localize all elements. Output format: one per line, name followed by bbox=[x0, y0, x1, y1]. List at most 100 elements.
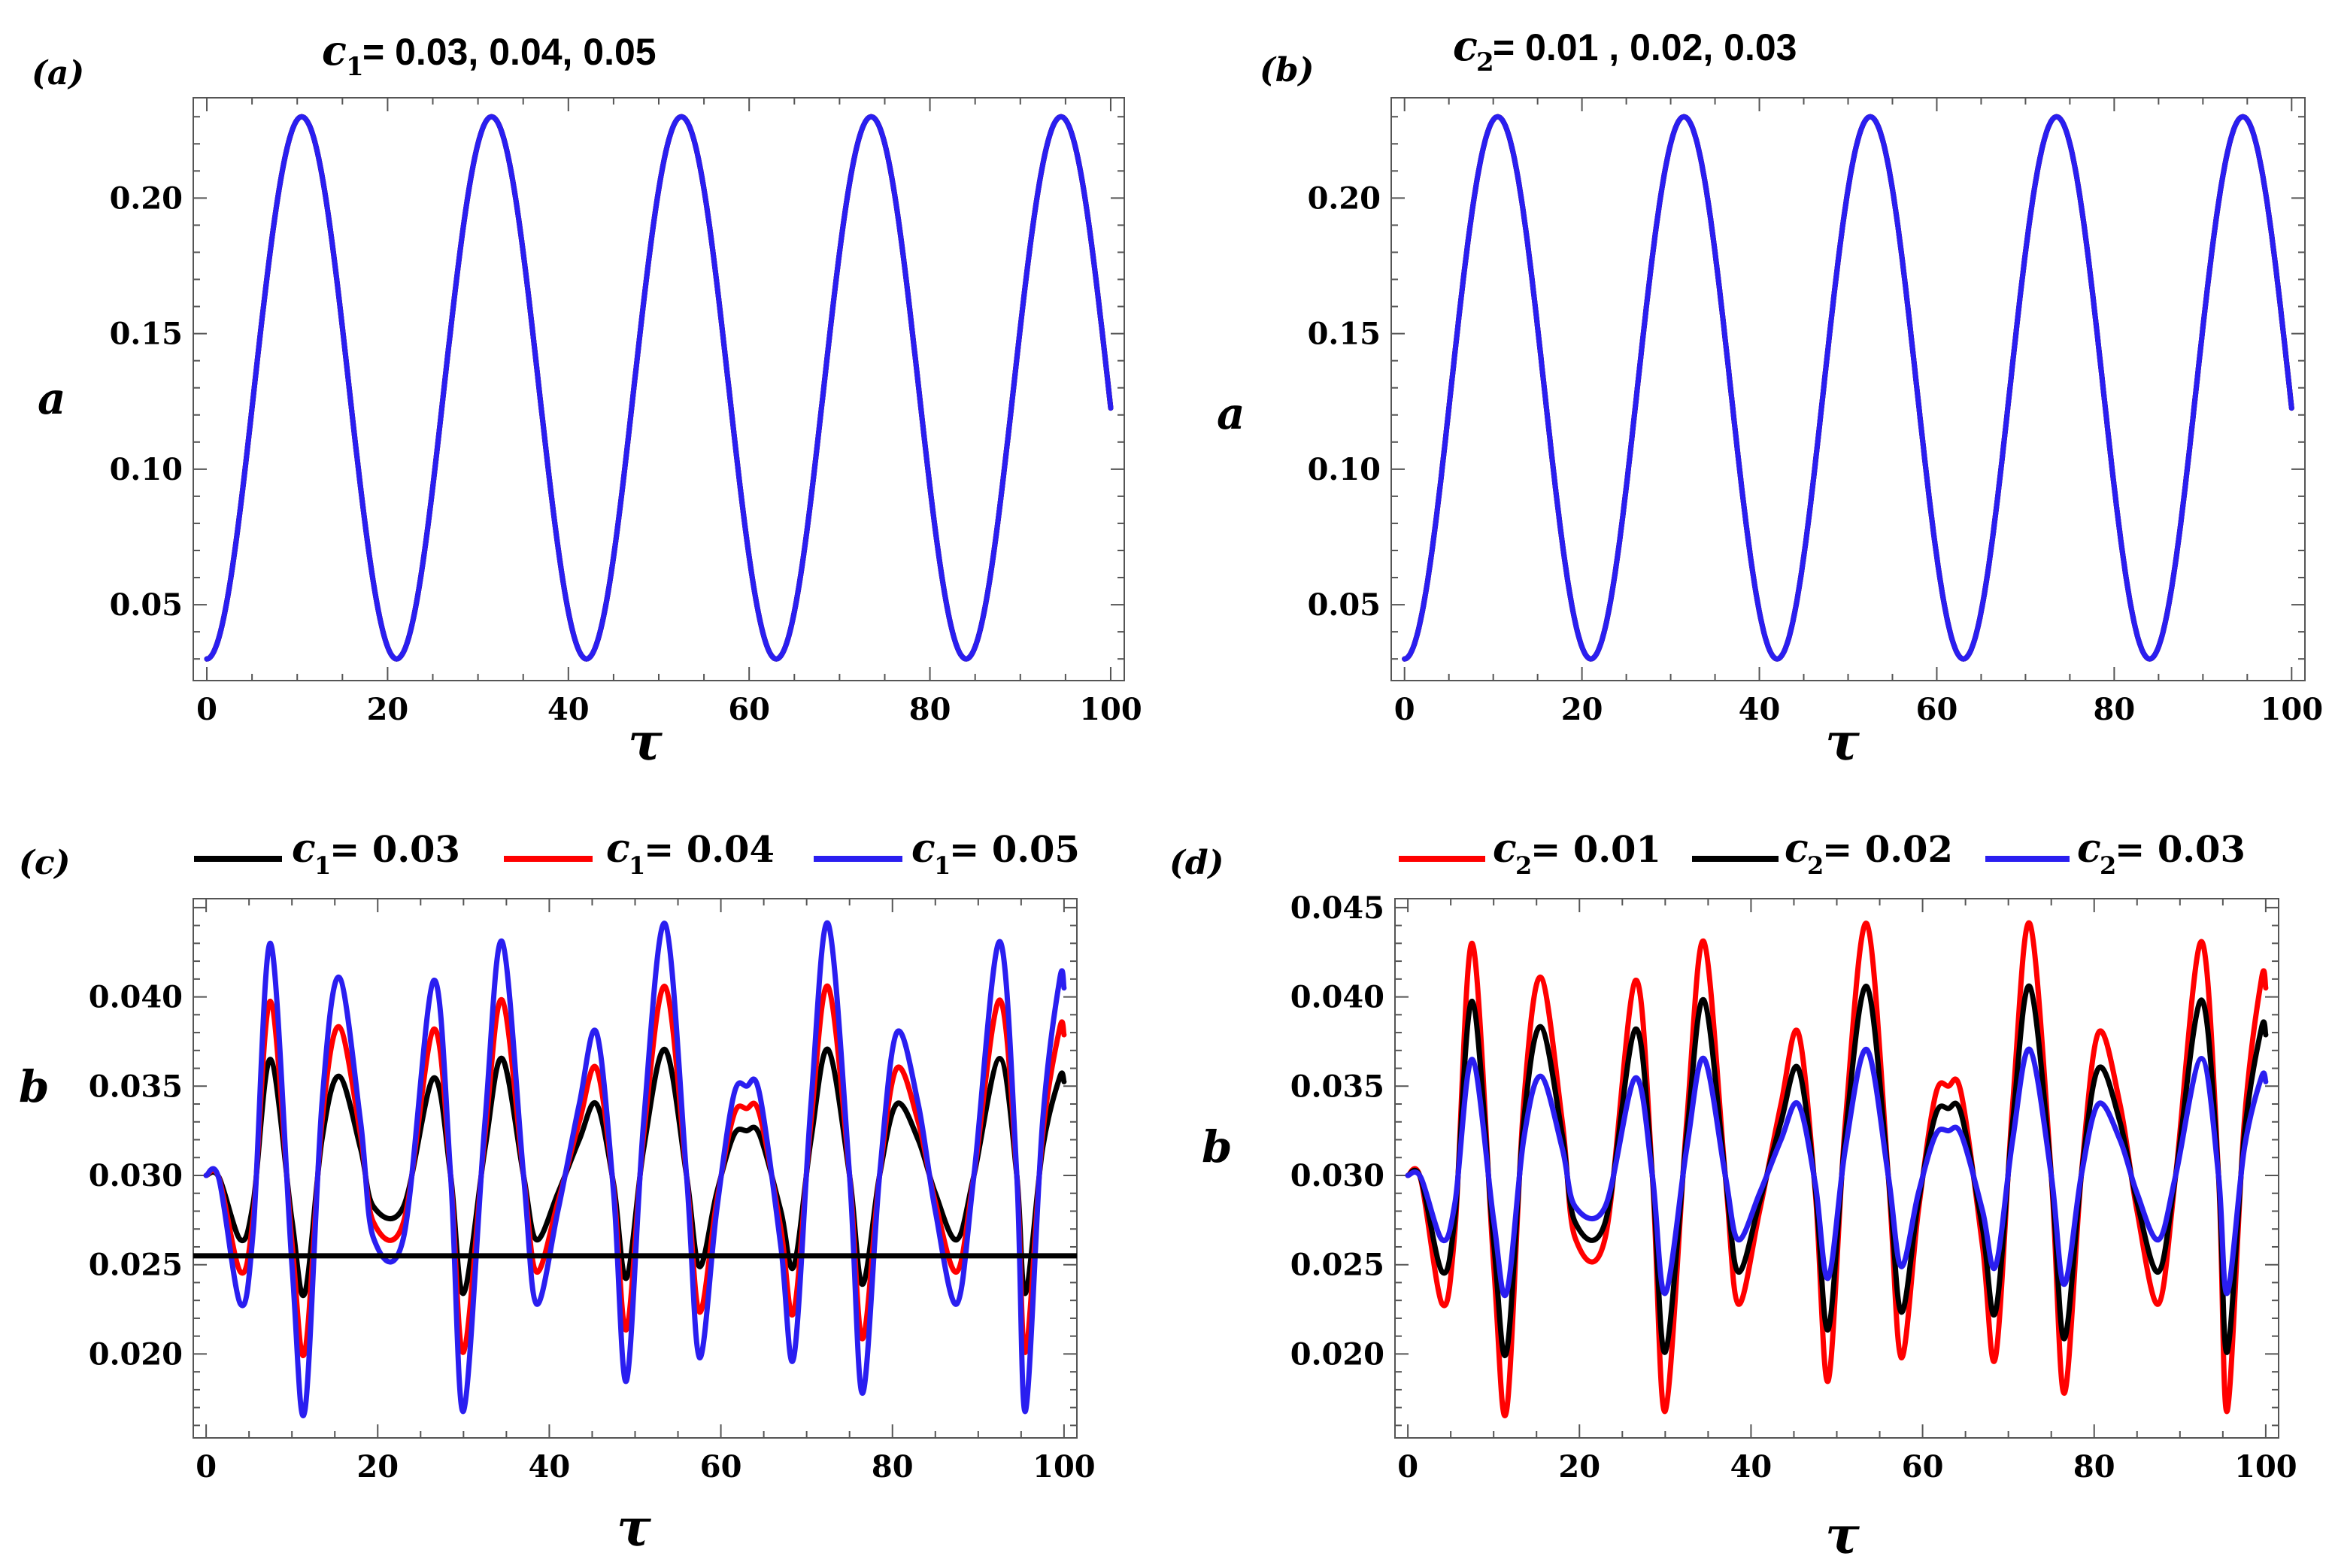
panel-b-plot: 0 20 40 60 80 100 0.05 0.10 0.15 0.20 a τ bbox=[1217, 97, 2324, 772]
panel-d-xtick-label: 60 bbox=[1902, 1449, 1944, 1485]
panel-c-ylabel: b bbox=[19, 1061, 50, 1112]
panel-b-ytick-label: 0.10 bbox=[1308, 452, 1381, 487]
panel-c-legend-label-2: = 0.04 bbox=[644, 829, 775, 871]
panel-d-frame bbox=[1394, 898, 2279, 1439]
panel-d-legend-label-2: = 0.02 bbox=[1822, 829, 1953, 871]
panel-a-ytick-label: 0.15 bbox=[110, 317, 183, 352]
panel-c-legend-var-1: c bbox=[292, 826, 316, 872]
panel-b-ytick-label: 0.15 bbox=[1308, 317, 1381, 352]
panel-d-ylabel: b bbox=[1202, 1121, 1233, 1172]
panel-c-xtick-label: 20 bbox=[356, 1449, 399, 1485]
panel-d-legend-var-1: c bbox=[1493, 826, 1517, 872]
panel-d-legend-sub-2: 2 bbox=[1807, 851, 1824, 880]
panel-b-xtick-label: 100 bbox=[2261, 692, 2324, 727]
panel-c-xlabel: τ bbox=[617, 1498, 651, 1558]
panel-c-ytick-label: 0.020 bbox=[89, 1336, 183, 1372]
panel-c-plot: 0 20 40 60 80 100 0.020 0.025 0.030 0.035 0.040 b τ bbox=[19, 898, 1096, 1558]
panel-b-tag: (b) bbox=[1260, 51, 1314, 89]
panel-a-xtick-label: 60 bbox=[728, 692, 770, 727]
panel-d-xtick-label: 0 bbox=[1397, 1449, 1418, 1485]
panel-b-ytick-label: 0.20 bbox=[1308, 180, 1381, 216]
panel-b-ytick-label: 0.05 bbox=[1308, 587, 1381, 623]
panel-c-legend-label-1: = 0.03 bbox=[329, 829, 460, 871]
panel-d-ytick-label: 0.030 bbox=[1290, 1158, 1384, 1193]
panel-b-title-sub: 2 bbox=[1476, 47, 1494, 77]
panel-d-legend-sub-1: 2 bbox=[1515, 851, 1532, 880]
panel-d-ytick-label: 0.020 bbox=[1290, 1336, 1384, 1372]
panel-c-xtick-label: 100 bbox=[1033, 1449, 1096, 1485]
panel-d-legend-sub-3: 2 bbox=[2100, 851, 2116, 880]
panel-c-ytick-label: 0.030 bbox=[89, 1158, 183, 1193]
panel-d-plot: 0 20 40 60 80 100 0.020 0.025 0.030 0.035 0.040 0.0… bbox=[1202, 890, 2297, 1566]
panel-a-plot: 0 20 40 60 80 100 0.05 0.10 0.15 0.20 a τ bbox=[38, 97, 1142, 772]
panel-d-ytick-label: 0.035 bbox=[1290, 1069, 1384, 1104]
panel-c-legend-var-3: c bbox=[911, 826, 936, 872]
panel-c-legend-item-3: c 1 = 0.05 bbox=[814, 826, 1080, 880]
panel-c-xtick-label: 80 bbox=[872, 1449, 914, 1485]
panel-c-legend-label-3: = 0.05 bbox=[949, 829, 1080, 871]
panel-b-xtick-label: 40 bbox=[1739, 692, 1781, 727]
panel-d-ytick-label: 0.025 bbox=[1290, 1248, 1384, 1283]
panel-a-xtick-label: 80 bbox=[909, 692, 951, 727]
panel-d-ytick-label: 0.040 bbox=[1290, 980, 1384, 1015]
panel-a-title-values: = 0.03, 0.04, 0.05 bbox=[362, 31, 657, 73]
panel-b-title-var: c bbox=[1453, 22, 1478, 70]
panel-d-legend-var-2: c bbox=[1785, 826, 1809, 872]
panel-d-xtick-label: 100 bbox=[2234, 1449, 2297, 1485]
panel-a-title: c 1 = 0.03, 0.04, 0.05 bbox=[322, 26, 657, 82]
panel-a-xtick-label: 20 bbox=[367, 692, 409, 727]
panel-d-legend-label-3: = 0.03 bbox=[2115, 829, 2246, 871]
panel-c-ytick-label: 0.025 bbox=[89, 1248, 183, 1283]
panel-d-legend-label-1: = 0.01 bbox=[1530, 829, 1661, 871]
panel-c-legend-sub-3: 1 bbox=[934, 851, 951, 880]
panel-d-series-line-3 bbox=[1405, 1046, 2269, 1299]
panel-c-legend-var-2: c bbox=[606, 826, 630, 872]
panel-d-legend-item-3: c 2 = 0.03 bbox=[1985, 826, 2246, 880]
panel-a-title-var: c bbox=[322, 26, 347, 74]
panel-c-ytick-label: 0.040 bbox=[89, 980, 183, 1015]
panel-b-title-values: = 0.01 , 0.02, 0.03 bbox=[1493, 26, 1797, 68]
panel-d-legend-var-3: c bbox=[2077, 826, 2101, 872]
panel-a-xlabel: τ bbox=[628, 712, 663, 772]
panel-c-tag: (c) bbox=[19, 844, 70, 882]
panel-d-legend: c 2 = 0.01 c 2 = 0.02 c 2 = 0.03 bbox=[1399, 826, 2246, 880]
panel-d-xtick-label: 40 bbox=[1730, 1449, 1773, 1485]
panel-b-ylabel: a bbox=[1217, 388, 1245, 439]
panel-d-legend-item-1: c 2 = 0.01 bbox=[1399, 826, 1661, 880]
panel-a-ytick-label: 0.05 bbox=[110, 587, 183, 623]
panel-d-tag: (d) bbox=[1169, 844, 1224, 882]
panel-d-xtick-label: 20 bbox=[1558, 1449, 1600, 1485]
panel-d-series-line-1 bbox=[1405, 920, 2269, 1419]
panel-b-series-line-3 bbox=[1402, 114, 2294, 662]
panel-c-frame bbox=[193, 898, 1078, 1439]
panel-a-xtick-label: 40 bbox=[547, 692, 590, 727]
panel-a-xtick-label: 0 bbox=[196, 692, 217, 727]
panel-a-title-sub: 1 bbox=[346, 52, 364, 82]
panel-c-xtick-label: 40 bbox=[529, 1449, 571, 1485]
panel-c-series-line-3 bbox=[203, 920, 1067, 1419]
panel-d-ytick-label: 0.045 bbox=[1290, 890, 1384, 926]
panel-b-xtick-label: 20 bbox=[1561, 692, 1603, 727]
panel-c-legend-item-2: c 1 = 0.04 bbox=[504, 826, 775, 880]
panel-d-legend-item-2: c 2 = 0.02 bbox=[1692, 826, 1953, 880]
panel-c-legend-item-1: c 1 = 0.03 bbox=[194, 826, 460, 880]
panel-b-xlabel: τ bbox=[1825, 712, 1860, 772]
panel-a-ytick-label: 0.10 bbox=[110, 452, 183, 487]
panel-c-legend-sub-1: 1 bbox=[314, 851, 331, 880]
panel-a-xtick-label: 100 bbox=[1079, 692, 1142, 727]
panel-c-ytick-label: 0.035 bbox=[89, 1069, 183, 1104]
panel-c-xtick-label: 0 bbox=[196, 1449, 217, 1485]
panel-b-xtick-label: 60 bbox=[1916, 692, 1958, 727]
panel-d-xtick-label: 80 bbox=[2073, 1449, 2115, 1485]
panel-a-series-line-3 bbox=[204, 114, 1114, 662]
panel-c-xtick-label: 60 bbox=[700, 1449, 742, 1485]
panel-c-legend-sub-2: 1 bbox=[629, 851, 645, 880]
panel-a-ytick-label: 0.20 bbox=[110, 180, 183, 216]
panel-b-title: c 2 = 0.01 , 0.02, 0.03 bbox=[1453, 22, 1797, 77]
panel-b-xtick-label: 0 bbox=[1394, 692, 1415, 727]
panel-c-legend: c 1 = 0.03 c 1 = 0.04 c 1 = 0.05 bbox=[194, 826, 1080, 880]
panel-a-tag: (a) bbox=[32, 54, 84, 93]
panel-d-xlabel: τ bbox=[1825, 1506, 1860, 1566]
panel-a-ylabel: a bbox=[38, 373, 66, 424]
